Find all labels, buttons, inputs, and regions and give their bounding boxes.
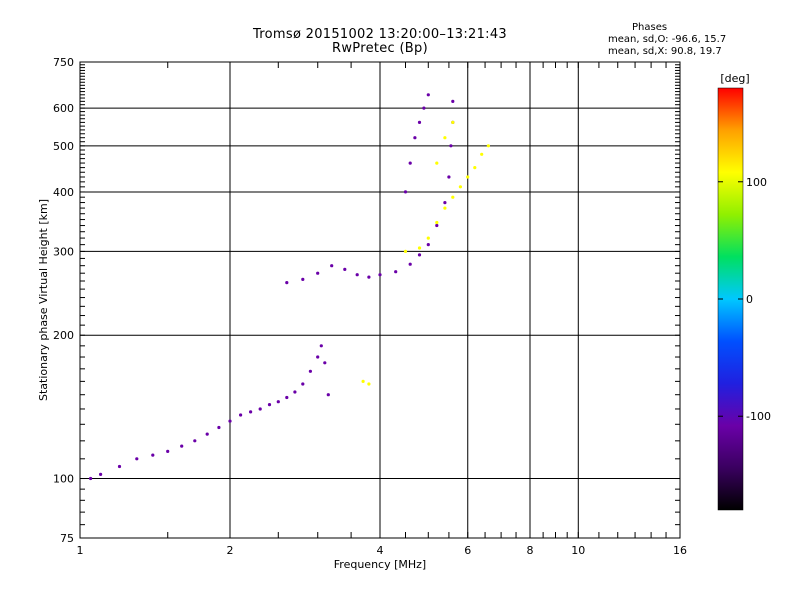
data-point (367, 275, 371, 279)
data-point (443, 206, 447, 210)
data-point (403, 249, 408, 253)
data-point (323, 361, 327, 365)
data-point (451, 195, 455, 199)
data-point (413, 136, 417, 140)
phase-stats-x-mode: mean, sd,X: 90.8, 19.7 (608, 46, 722, 57)
data-point (443, 136, 447, 140)
data-point (319, 344, 323, 348)
data-point (408, 262, 412, 266)
data-point (117, 464, 122, 469)
x-tick-label: 4 (377, 544, 384, 557)
data-point (285, 395, 289, 400)
data-point (447, 175, 451, 179)
data-point (293, 390, 297, 394)
data-point (486, 144, 490, 148)
data-point (316, 271, 320, 275)
colorbar-ticks: 100 0 -100 (718, 176, 771, 423)
data-point (285, 281, 289, 285)
data-point (301, 277, 305, 281)
data-point (426, 93, 430, 97)
data-point (422, 106, 426, 110)
data-point (458, 185, 462, 189)
grid-lines (80, 62, 680, 538)
data-point (308, 369, 312, 373)
chart-subtitle: RwPretec (Bp) (332, 41, 428, 56)
phase-stats-o-mode: mean, sd,O: -96.6, 15.7 (608, 34, 727, 45)
data-point (330, 264, 334, 268)
axis-ticks: 1 2 4 6 8 10 16 75 100 200 300 400 500 600 750 (53, 56, 687, 557)
data-point (180, 444, 184, 448)
y-tick-label: 600 (53, 102, 74, 115)
data-point (367, 382, 371, 386)
data-point (408, 161, 412, 165)
y-axis-label: Stationary phase Virtual Height [km] (37, 199, 50, 401)
data-point (249, 410, 253, 414)
data-point (426, 236, 430, 240)
y-tick-label: 100 (53, 473, 74, 486)
data-point (301, 382, 305, 386)
data-point (355, 273, 359, 277)
data-point (166, 449, 170, 453)
data-point (417, 246, 422, 250)
data-point (239, 413, 243, 417)
phase-stats-heading: Phases (632, 22, 668, 33)
data-point (417, 120, 422, 124)
data-point (361, 379, 365, 383)
data-point (193, 439, 197, 443)
data-point (451, 120, 455, 124)
data-point (89, 476, 93, 481)
colorbar-unit-label: [deg] (720, 72, 749, 85)
chart-title: Tromsø 20151002 13:20:00–13:21:43 (252, 27, 508, 42)
data-point (426, 243, 430, 247)
y-tick-label: 300 (53, 245, 74, 258)
data-point (466, 175, 470, 179)
data-point (435, 223, 439, 228)
data-point (228, 419, 232, 423)
y-tick-label: 400 (53, 186, 74, 199)
data-point (326, 393, 330, 397)
x-tick-label: 8 (527, 544, 534, 557)
data-point (435, 220, 439, 225)
colorbar-tick-label: 100 (746, 176, 767, 189)
data-point (343, 267, 347, 271)
data-point (276, 400, 280, 404)
colorbar-tick-label: -100 (746, 410, 771, 423)
x-tick-label: 1 (77, 544, 84, 557)
y-tick-label: 500 (53, 140, 74, 153)
data-point (480, 152, 484, 156)
y-tick-label: 75 (60, 532, 74, 545)
data-point (435, 161, 439, 165)
data-point (403, 190, 408, 194)
colorbar-tick-label: 0 (746, 293, 753, 306)
data-points (89, 93, 490, 481)
x-tick-label: 6 (464, 544, 471, 557)
data-point (316, 355, 320, 359)
data-point (451, 99, 455, 103)
y-tick-label: 750 (53, 56, 74, 69)
data-point (267, 403, 272, 407)
data-point (417, 253, 422, 257)
data-point (449, 144, 453, 148)
data-point (205, 432, 209, 436)
data-point (378, 273, 382, 277)
data-point (443, 201, 447, 205)
x-tick-label: 2 (227, 544, 234, 557)
x-axis-label: Frequency [MHz] (334, 558, 426, 571)
data-point (217, 425, 221, 430)
data-point (151, 453, 155, 457)
data-point (473, 166, 477, 170)
data-point (99, 472, 103, 476)
data-point (135, 457, 139, 461)
data-point (258, 407, 262, 411)
data-point (394, 270, 398, 274)
y-tick-label: 200 (53, 329, 74, 342)
x-tick-label: 10 (571, 544, 585, 557)
x-tick-label: 16 (673, 544, 687, 557)
